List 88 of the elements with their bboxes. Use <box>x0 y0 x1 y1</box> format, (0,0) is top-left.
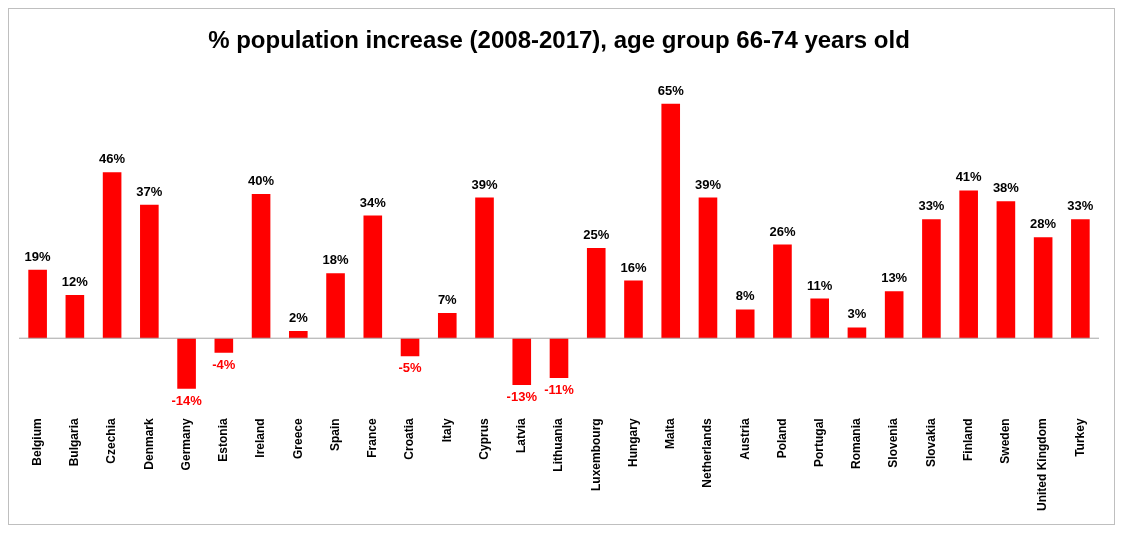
bar <box>102 172 122 339</box>
x-tick-label: Portugal <box>812 418 826 468</box>
bar <box>549 338 569 378</box>
bar <box>177 338 196 389</box>
x-tick-label: Slovenia <box>886 418 901 468</box>
x-tick-label: Denmark <box>141 418 156 470</box>
data-label: 34% <box>359 194 387 210</box>
data-label: 19% <box>24 248 52 264</box>
data-label: 25% <box>583 227 610 243</box>
data-label: 28% <box>1030 216 1057 232</box>
x-tick-label: Czechia <box>104 418 119 464</box>
x-tick-label: Finland <box>960 418 975 462</box>
data-label: 26% <box>769 223 796 239</box>
bar <box>847 327 867 339</box>
x-tick-label: Cyprus <box>476 418 491 460</box>
x-tick-label: Lithuania <box>551 418 566 472</box>
bar <box>735 309 755 339</box>
bar <box>884 291 904 339</box>
data-label: 33% <box>918 198 945 214</box>
data-label: 39% <box>471 176 498 192</box>
bar <box>996 201 1016 339</box>
x-tick-label: Croatia <box>402 418 417 460</box>
x-tick-label: France <box>365 418 380 458</box>
bar <box>698 197 718 339</box>
data-label: 40% <box>248 173 275 189</box>
data-label: -5% <box>398 360 423 376</box>
bar <box>65 294 85 339</box>
bar <box>289 331 308 339</box>
bar <box>1071 219 1090 339</box>
data-label: -13% <box>506 389 538 405</box>
x-tick-label: Belgium <box>29 418 44 466</box>
bar <box>400 338 420 357</box>
x-tick-label: Italy <box>439 418 454 443</box>
bar <box>437 312 457 339</box>
data-label: 39% <box>694 176 722 192</box>
data-label: -11% <box>544 381 575 397</box>
data-label: 2% <box>288 310 309 326</box>
bar <box>773 244 792 339</box>
x-tick-label: Hungary <box>625 418 640 468</box>
x-tick-label: Romania <box>849 418 864 470</box>
x-tick-label: Bulgaria <box>67 418 82 467</box>
data-label: 7% <box>437 292 458 308</box>
bar <box>475 197 494 339</box>
data-label: 16% <box>620 259 647 275</box>
data-label: -14% <box>171 392 203 408</box>
x-tick-label: Latvia <box>514 418 529 454</box>
bar <box>140 204 159 339</box>
data-label: -4% <box>212 356 236 372</box>
data-label: 8% <box>735 288 756 304</box>
bar <box>661 103 681 339</box>
bar <box>586 248 606 339</box>
chart-title: % population increase (2008-2017), age group 66-74 years old <box>208 26 910 54</box>
bar <box>214 338 234 353</box>
data-label: 13% <box>881 270 908 286</box>
x-tick-label: Malta <box>663 418 678 450</box>
x-tick-label: Germany <box>178 418 193 471</box>
bar <box>810 298 829 339</box>
data-label: 33% <box>1067 198 1094 214</box>
data-label: 11% <box>807 277 833 293</box>
x-tick-label: Estonia <box>216 418 231 462</box>
data-label: 65% <box>657 82 685 98</box>
bar <box>326 273 345 339</box>
data-label: 41% <box>955 169 983 185</box>
x-tick-label: Sweden <box>998 418 1013 464</box>
x-tick-label: Turkey <box>1072 418 1087 457</box>
bar <box>959 190 978 339</box>
bar <box>922 219 941 339</box>
data-label: 12% <box>61 274 89 290</box>
x-tick-label: Austria <box>737 418 752 460</box>
x-tick-label: Slovakia <box>923 418 938 468</box>
data-label: 38% <box>992 180 1020 196</box>
x-tick-label: Luxembourg <box>588 418 603 492</box>
x-tick-label: Ireland <box>253 418 268 458</box>
bar <box>1033 237 1053 339</box>
data-label: 18% <box>322 252 349 268</box>
x-tick-label: Spain <box>327 418 342 452</box>
data-label: 3% <box>847 306 867 322</box>
x-tick-label: Greece <box>290 418 305 460</box>
x-tick-label: United Kingdom <box>1035 418 1050 511</box>
x-tick-label: Netherlands <box>700 418 715 488</box>
bar <box>251 193 271 339</box>
data-label: 46% <box>99 151 126 167</box>
bar <box>363 215 383 339</box>
x-tick-label: Poland <box>774 418 789 459</box>
bar <box>512 338 532 386</box>
bar <box>28 269 47 339</box>
data-label: 37% <box>136 183 163 199</box>
bar <box>624 280 643 339</box>
